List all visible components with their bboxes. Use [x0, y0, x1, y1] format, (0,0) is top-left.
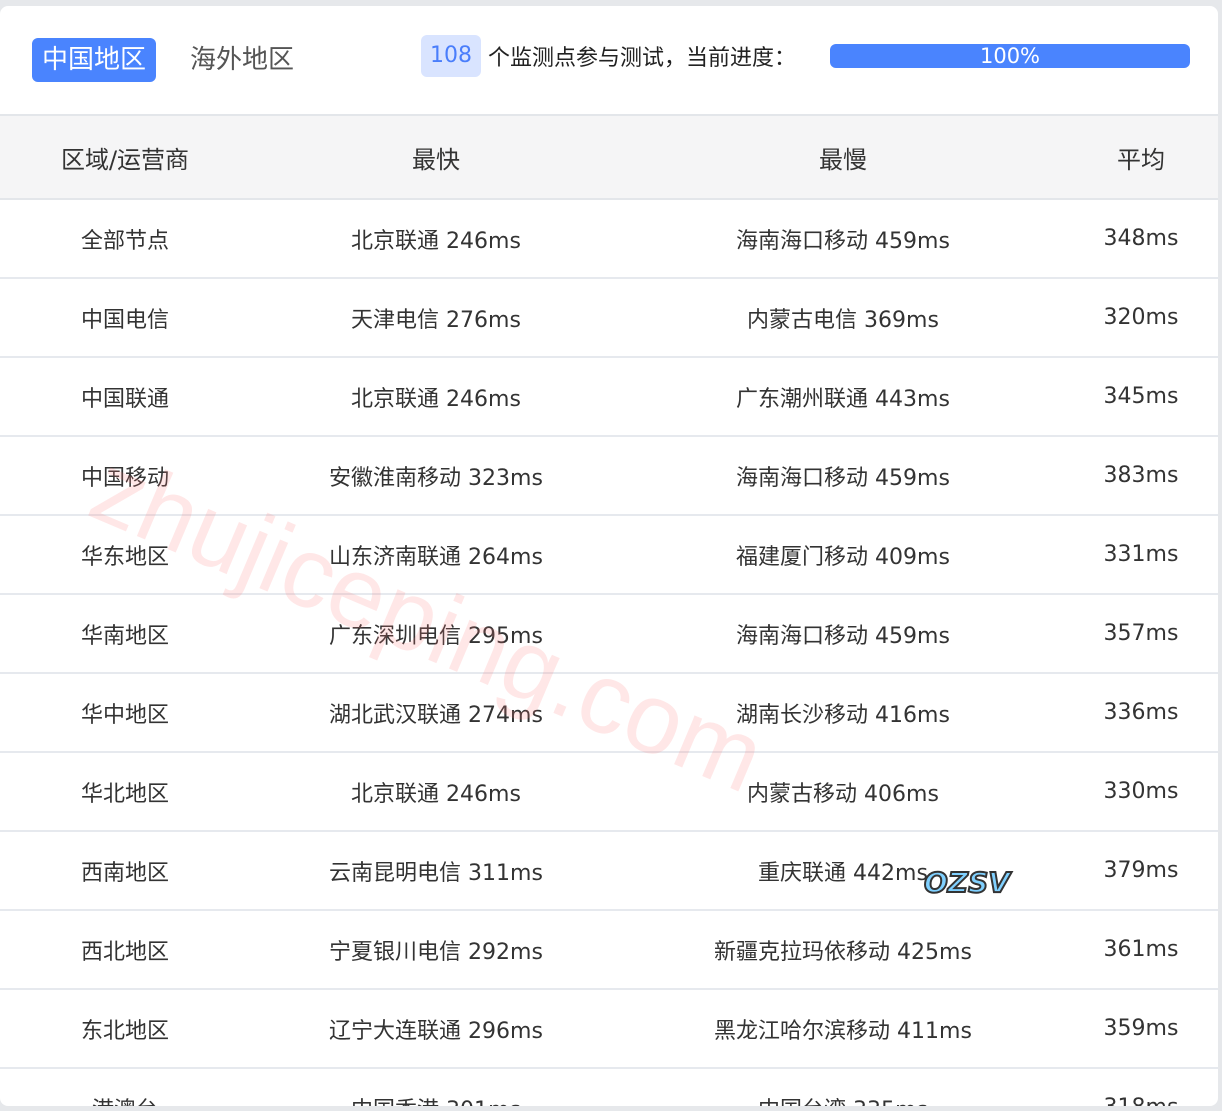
fastest-cell: 北京联通 246ms: [250, 752, 622, 832]
table-row: 中国联通 北京联通 246ms 广东潮州联通 443ms 345ms: [0, 357, 1218, 437]
progress-label: 个监测点参与测试，当前进度：: [488, 46, 797, 71]
slowest-cell: 重庆联通 442ms: [622, 831, 1064, 911]
region-cell: 华南地区: [0, 594, 250, 674]
fastest-cell: 中国香港 301ms: [250, 1068, 622, 1107]
header-slowest: 最慢: [622, 116, 1064, 200]
region-cell: 中国移动: [0, 436, 250, 516]
table-row: 全部节点 北京联通 246ms 海南海口移动 459ms 348ms: [0, 199, 1218, 279]
average-cell: 336ms: [1064, 673, 1218, 753]
region-cell: 西北地区: [0, 910, 250, 990]
slowest-cell: 广东潮州联通 443ms: [622, 357, 1064, 437]
region-cell: 东北地区: [0, 989, 250, 1069]
fastest-cell: 辽宁大连联通 296ms: [250, 989, 622, 1069]
header-region: 区域/运营商: [0, 116, 250, 200]
average-cell: 379ms: [1064, 831, 1218, 911]
table-row: 华东地区 山东济南联通 264ms 福建厦门移动 409ms 331ms: [0, 515, 1218, 595]
table-row: 港澳台中国香港 301ms中国台湾 335ms318ms: [0, 1068, 1218, 1106]
average-cell: 318ms: [1064, 1068, 1218, 1106]
average-cell: 357ms: [1064, 594, 1218, 674]
slowest-cell: 湖南长沙移动 416ms: [622, 673, 1064, 753]
table-row: 华中地区 湖北武汉联通 274ms 湖南长沙移动 416ms 336ms: [0, 673, 1218, 753]
slowest-cell: 海南海口移动 459ms: [622, 436, 1064, 516]
slowest-cell: 内蒙古移动 406ms: [622, 752, 1064, 832]
fastest-cell: 云南昆明电信 311ms: [250, 831, 622, 911]
table-row: 东北地区 辽宁大连联通 296ms 黑龙江哈尔滨移动 411ms 359ms: [0, 989, 1218, 1069]
table-row: 华南地区 广东深圳电信 295ms 海南海口移动 459ms 357ms: [0, 594, 1218, 674]
average-cell: 320ms: [1064, 278, 1218, 358]
toolbar: 中国地区 海外地区 108 个监测点参与测试，当前进度： 100%: [0, 6, 1218, 116]
region-cell: 全部节点: [0, 199, 250, 279]
tab-overseas[interactable]: 海外地区: [190, 45, 295, 75]
slowest-cell: 黑龙江哈尔滨移动 411ms: [622, 989, 1064, 1069]
average-cell: 361ms: [1064, 910, 1218, 990]
fastest-cell: 宁夏银川电信 292ms: [250, 910, 622, 990]
region-cell: 港澳台: [0, 1068, 250, 1107]
fastest-cell: 湖北武汉联通 274ms: [250, 673, 622, 753]
average-cell: 345ms: [1064, 357, 1218, 437]
table-row: 中国电信 天津电信 276ms 内蒙古电信 369ms 320ms: [0, 278, 1218, 358]
average-cell: 348ms: [1064, 199, 1218, 279]
table-row: 西北地区 宁夏银川电信 292ms 新疆克拉玛依移动 425ms 361ms: [0, 910, 1218, 990]
region-cell: 中国联通: [0, 357, 250, 437]
slowest-cell: 内蒙古电信 369ms: [622, 278, 1064, 358]
table-row: 西南地区 云南昆明电信 311ms 重庆联通 442ms 379ms: [0, 831, 1218, 911]
slowest-cell: 福建厦门移动 409ms: [622, 515, 1064, 595]
table-row: 华北地区 北京联通 246ms 内蒙古移动 406ms 330ms: [0, 752, 1218, 832]
average-cell: 359ms: [1064, 989, 1218, 1069]
monitor-count-badge: 108: [421, 35, 481, 77]
region-cell: 华北地区: [0, 752, 250, 832]
slowest-cell: 海南海口移动 459ms: [622, 199, 1064, 279]
tab-china[interactable]: 中国地区: [32, 38, 157, 82]
fastest-cell: 山东济南联通 264ms: [250, 515, 622, 595]
progress-bar: 100%: [830, 44, 1190, 68]
fastest-cell: 安徽淮南移动 323ms: [250, 436, 622, 516]
slowest-cell: 中国台湾 335ms: [622, 1068, 1064, 1107]
average-cell: 383ms: [1064, 436, 1218, 516]
progress-fill: 100%: [830, 44, 1190, 68]
slowest-cell: 海南海口移动 459ms: [622, 594, 1064, 674]
slowest-cell: 新疆克拉玛依移动 425ms: [622, 910, 1064, 990]
table-row: 中国移动 安徽淮南移动 323ms 海南海口移动 459ms 383ms: [0, 436, 1218, 516]
fastest-cell: 北京联通 246ms: [250, 199, 622, 279]
fastest-cell: 广东深圳电信 295ms: [250, 594, 622, 674]
region-cell: 中国电信: [0, 278, 250, 358]
average-cell: 331ms: [1064, 515, 1218, 595]
header-fastest: 最快: [250, 116, 622, 200]
average-cell: 330ms: [1064, 752, 1218, 832]
ozsv-logo: OZSV: [923, 865, 1011, 900]
fastest-cell: 北京联通 246ms: [250, 357, 622, 437]
region-cell: 华中地区: [0, 673, 250, 753]
header-average: 平均: [1064, 116, 1218, 200]
fastest-cell: 天津电信 276ms: [250, 278, 622, 358]
results-card: 中国地区 海外地区 108 个监测点参与测试，当前进度： 100% 区域/运营商…: [0, 6, 1218, 1106]
region-cell: 西南地区: [0, 831, 250, 911]
region-cell: 华东地区: [0, 515, 250, 595]
results-table: 区域/运营商 最快 最慢 平均 全部节点 北京联通 246ms 海南海口移动 459…: [0, 116, 1218, 1106]
